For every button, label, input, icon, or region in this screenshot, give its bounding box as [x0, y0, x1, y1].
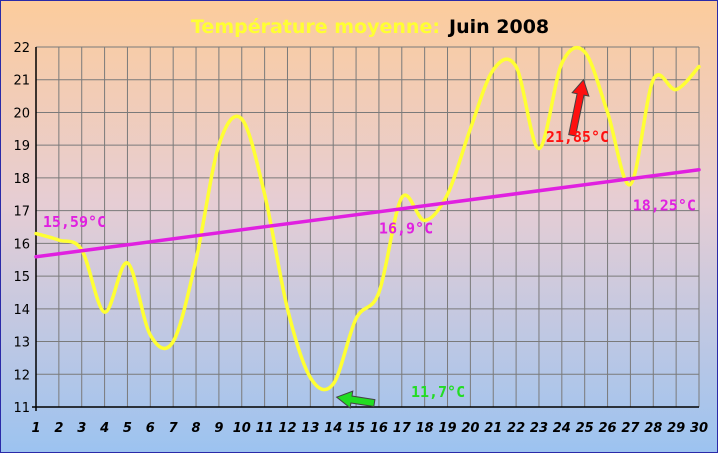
x-tick-label: 16	[370, 421, 388, 436]
annotation-label: 18,25°C	[633, 197, 696, 215]
y-tick-label: 21	[13, 74, 30, 89]
x-tick-label: 10	[233, 421, 251, 436]
x-tick-label: 7	[169, 421, 179, 436]
x-tick-label: 29	[667, 421, 685, 436]
annotation-label: 21,85°C	[546, 128, 609, 146]
chart-title-prefix: Température moyenne:	[191, 16, 440, 38]
y-tick-label: 18	[13, 172, 30, 187]
x-tick-label: 17	[393, 421, 412, 436]
x-tick-label: 13	[301, 421, 319, 436]
annotation-layer: 15,59°C 16,9°C 11,7°C 21,85°C 18,25°C	[43, 128, 696, 401]
trend-line	[34, 167, 701, 259]
x-tick-label: 12	[278, 421, 296, 436]
x-tick-label: 30	[690, 421, 708, 436]
annotation-label: 11,7°C	[411, 383, 465, 401]
chart-title-month: Juin 2008	[447, 16, 549, 38]
x-tick-label: 8	[192, 421, 201, 436]
y-tick-label: 11	[13, 401, 30, 416]
x-tick-label: 4	[99, 421, 109, 436]
x-tick-label: 23	[530, 421, 548, 436]
x-tick-label: 24	[553, 421, 571, 436]
x-tick-label: 6	[146, 421, 155, 436]
arrow-layer	[335, 78, 590, 409]
series-layer	[34, 45, 701, 392]
y-tick-label: 19	[13, 139, 30, 154]
temperature-line	[34, 45, 701, 392]
x-tick-label: 19	[438, 421, 456, 436]
annotation-arrow	[568, 78, 590, 137]
y-tick-label: 17	[13, 205, 30, 220]
x-tick-label: 28	[644, 421, 662, 436]
y-tick-label: 16	[13, 237, 30, 252]
y-tick-label: 15	[13, 270, 30, 285]
x-tick-label: 20	[461, 421, 479, 436]
x-tick-label: 21	[484, 421, 502, 436]
annotation-label: 16,9°C	[379, 220, 433, 238]
x-tick-label: 9	[214, 421, 223, 436]
x-tick-label: 1	[31, 421, 40, 436]
x-tick-label: 25	[576, 421, 594, 436]
annotation-arrow	[335, 390, 376, 409]
y-tick-label: 14	[13, 303, 30, 318]
annotation-label: 15,59°C	[43, 213, 106, 231]
x-tick-label: 15	[347, 421, 365, 436]
x-tick-label: 14	[324, 421, 342, 436]
x-tick-label: 5	[123, 421, 132, 436]
x-tick-label: 11	[256, 421, 274, 436]
y-tick-label: 20	[13, 106, 30, 121]
x-tick-label: 27	[621, 421, 640, 436]
x-tick-label: 18	[416, 421, 434, 436]
x-tick-label: 22	[507, 421, 525, 436]
x-tick-label: 3	[77, 421, 86, 436]
y-tick-label: 12	[13, 368, 30, 383]
x-tick-label: 26	[599, 421, 617, 436]
x-tick-label: 2	[54, 421, 63, 436]
y-tick-label: 22	[13, 41, 30, 56]
y-tick-label: 13	[13, 336, 30, 351]
